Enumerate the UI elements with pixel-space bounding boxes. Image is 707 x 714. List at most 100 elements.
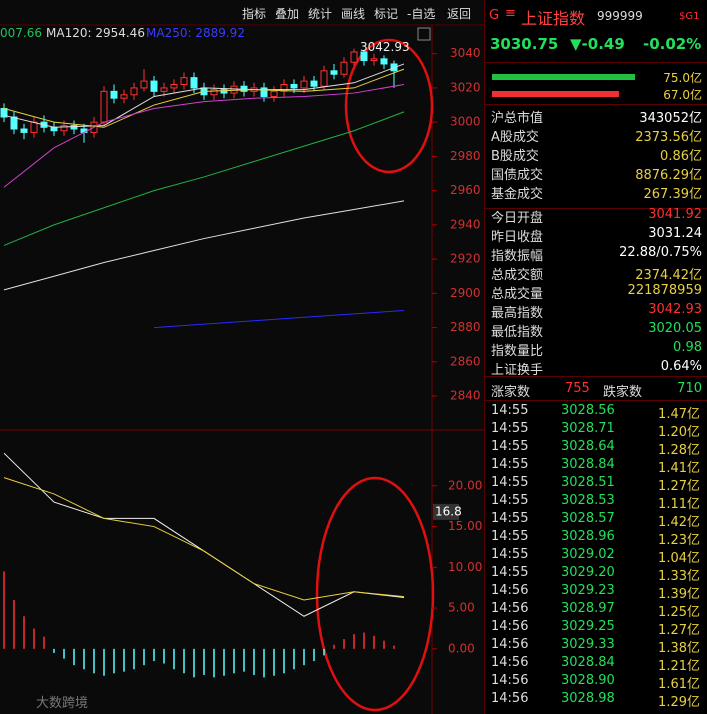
panel-icon[interactable]	[417, 27, 431, 41]
y-tick-label: 5.00	[448, 601, 475, 615]
current-value: 16.8	[435, 504, 462, 518]
toolbar-button[interactable]: -自选	[407, 7, 436, 21]
y-tick-label: 2960	[450, 183, 481, 197]
stat-value: 2373.56亿	[635, 130, 702, 145]
trade-volume: 1.47亿	[658, 407, 700, 422]
candle-body	[120, 94, 128, 99]
stat-label: 指数量比	[491, 344, 544, 359]
trade-time: 14:55	[491, 403, 529, 418]
y-tick-label: 3020	[450, 80, 481, 94]
ma-line	[3, 111, 405, 246]
ma-line	[3, 63, 405, 128]
trade-price: 3028.84	[561, 655, 615, 670]
watermark: 大数跨境	[36, 696, 89, 711]
trade-volume: 1.27亿	[658, 479, 700, 494]
y-tick-label: 2920	[450, 252, 481, 266]
candle-body	[30, 121, 38, 133]
down-count: 710	[677, 381, 702, 396]
toolbar-button[interactable]: 标记	[374, 7, 399, 21]
trade-volume: 1.41亿	[658, 461, 700, 476]
candle-body	[320, 70, 328, 87]
trade-volume: 1.28亿	[658, 443, 700, 458]
tag: $G1	[679, 11, 700, 22]
trade-price: 3028.64	[561, 439, 615, 454]
trade-time: 14:55	[491, 529, 529, 544]
y-tick-label: 0.00	[448, 641, 475, 655]
candle-body	[370, 58, 378, 62]
stat-label: 总成交额	[491, 268, 544, 283]
trade-volume: 1.23亿	[658, 533, 700, 548]
current-value-box	[433, 503, 459, 520]
trade-price: 3028.90	[561, 673, 615, 688]
stat-label: B股成交	[491, 149, 539, 164]
trade-volume: 1.21亿	[658, 659, 700, 674]
candle-body	[330, 70, 338, 75]
toolbar-button[interactable]: 返回	[447, 7, 472, 21]
toolbar-button[interactable]: 画线	[341, 7, 366, 21]
up-count: 755	[565, 381, 590, 396]
candle-body	[190, 77, 198, 89]
buy-bar	[492, 74, 635, 80]
candle-body	[280, 84, 288, 92]
ma-line	[3, 200, 405, 291]
y-tick-label: 2980	[450, 149, 481, 163]
change-pct: -0.02%	[643, 35, 702, 53]
stat-value: 8876.29亿	[635, 168, 702, 183]
trade-price: 3029.02	[561, 547, 615, 562]
trade-volume: 1.11亿	[658, 497, 700, 512]
stat-label: 最低指数	[491, 325, 544, 340]
toolbar-button[interactable]: 统计	[308, 7, 333, 21]
high-annotation: 3042.93	[360, 40, 410, 54]
candle-body	[60, 125, 68, 132]
candle-body	[130, 87, 138, 96]
trade-time: 14:55	[491, 439, 529, 454]
y-tick-label: 15.00	[448, 519, 482, 533]
candle-body	[180, 77, 188, 86]
sell-label: 67.0亿	[663, 88, 702, 102]
trade-time: 14:55	[491, 511, 529, 526]
stat-value: 0.64%	[660, 359, 702, 374]
separator	[485, 62, 707, 63]
stat-value: 343052亿	[639, 111, 702, 126]
candle-body	[300, 80, 308, 89]
highlight-ellipse	[315, 476, 435, 712]
down-label: 跌家数	[603, 385, 643, 400]
candle-body	[380, 58, 388, 65]
ma-label: MA250: 2889.92	[146, 26, 245, 40]
trade-volume: 1.27亿	[658, 623, 700, 638]
candle-body	[260, 87, 268, 97]
ma-label: MA120: 2954.46	[46, 26, 145, 40]
trade-time: 14:56	[491, 601, 529, 616]
icon: G	[489, 8, 500, 23]
stat-label: 国债成交	[491, 168, 544, 183]
stat-label: 上证换手	[491, 363, 544, 378]
ma-line	[153, 309, 405, 329]
y-tick-label: 2860	[450, 354, 481, 368]
toolbar-button[interactable]: 指标	[242, 7, 267, 21]
separator	[485, 376, 707, 377]
trade-time: 14:55	[491, 493, 529, 508]
ma-label: 007.66	[0, 26, 42, 40]
trade-volume: 1.33亿	[658, 569, 700, 584]
menu-icon[interactable]: ≡	[505, 6, 516, 21]
trade-volume: 1.39亿	[658, 587, 700, 602]
highlight-ellipse	[344, 38, 434, 174]
stat-label: 基金成交	[491, 187, 544, 202]
stat-value: 3041.92	[648, 207, 702, 222]
trade-price: 3029.23	[561, 583, 615, 598]
candle-body	[210, 89, 218, 96]
index-name: 上证指数	[521, 9, 586, 28]
stat-value: 22.88/0.75%	[619, 245, 702, 260]
trade-price: 3028.84	[561, 457, 615, 472]
candle-body	[20, 128, 28, 133]
stat-label: 今日开盘	[491, 211, 544, 226]
background	[0, 0, 484, 714]
quote-panel: G ≡ 上证指数 999999 $G1 3030.75 ▼-0.49 -0.02% 75.0亿 6…	[484, 0, 707, 714]
y-tick-label: 20.00	[448, 478, 482, 492]
candle-body	[310, 80, 318, 87]
candle-body	[140, 80, 148, 89]
toolbar-button[interactable]: 叠加	[275, 7, 300, 21]
trade-price: 3028.56	[561, 403, 615, 418]
y-tick-label: 2940	[450, 217, 481, 231]
trade-price: 3028.57	[561, 511, 615, 526]
